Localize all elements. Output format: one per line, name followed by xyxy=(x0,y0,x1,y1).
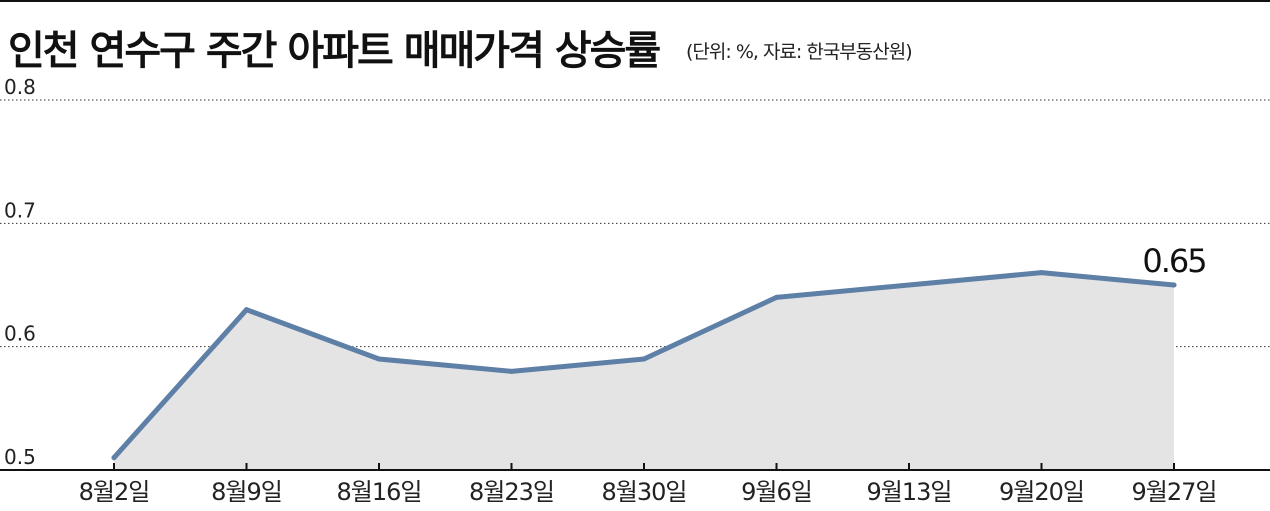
data-point xyxy=(111,455,117,461)
data-point xyxy=(244,307,249,313)
top-rule xyxy=(0,0,1270,2)
y-tick-label: 0.7 xyxy=(4,198,36,222)
area-fill-shape xyxy=(114,272,1174,470)
y-tick-label: 0.6 xyxy=(4,322,36,346)
y-tick-label: 0.8 xyxy=(4,75,36,99)
data-point xyxy=(1039,270,1044,276)
x-tick-label: 8월16일 xyxy=(337,478,422,506)
x-tick-label: 9월27일 xyxy=(1132,478,1217,506)
x-tick-label: 8월23일 xyxy=(469,478,554,506)
data-labels: 0.65 xyxy=(1142,242,1207,280)
data-label: 0.65 xyxy=(1142,242,1205,280)
y-tick-label: 0.5 xyxy=(4,445,36,469)
data-point xyxy=(1171,282,1177,288)
x-tick-label: 9월6일 xyxy=(741,478,812,506)
x-tick-label: 8월9일 xyxy=(211,478,282,506)
x-tick-label: 8월30일 xyxy=(602,478,687,506)
data-point xyxy=(641,356,647,362)
y-axis-labels: 0.5 0.6 0.7 0.8 xyxy=(4,75,36,469)
x-axis xyxy=(0,463,1270,471)
data-point xyxy=(509,368,514,374)
area-fill xyxy=(114,272,1174,470)
chart-title: 인천 연수구 주간 아파트 매매가격 상승률 xyxy=(8,28,661,74)
chart-subtitle: (단위: %, 자료: 한국부동산원) xyxy=(686,41,913,63)
x-tick-label: 8월2일 xyxy=(79,478,150,506)
data-point xyxy=(906,282,912,288)
x-axis-labels: 8월2일 8월9일 8월16일 8월23일 8월30일 9월6일 9월13일 9월20일 9월2… xyxy=(79,478,1218,506)
series-line xyxy=(111,270,1177,461)
x-tick-label: 9월13일 xyxy=(867,478,952,506)
data-point xyxy=(376,356,382,362)
data-point xyxy=(774,294,779,300)
x-tick-label: 9월20일 xyxy=(999,478,1084,506)
